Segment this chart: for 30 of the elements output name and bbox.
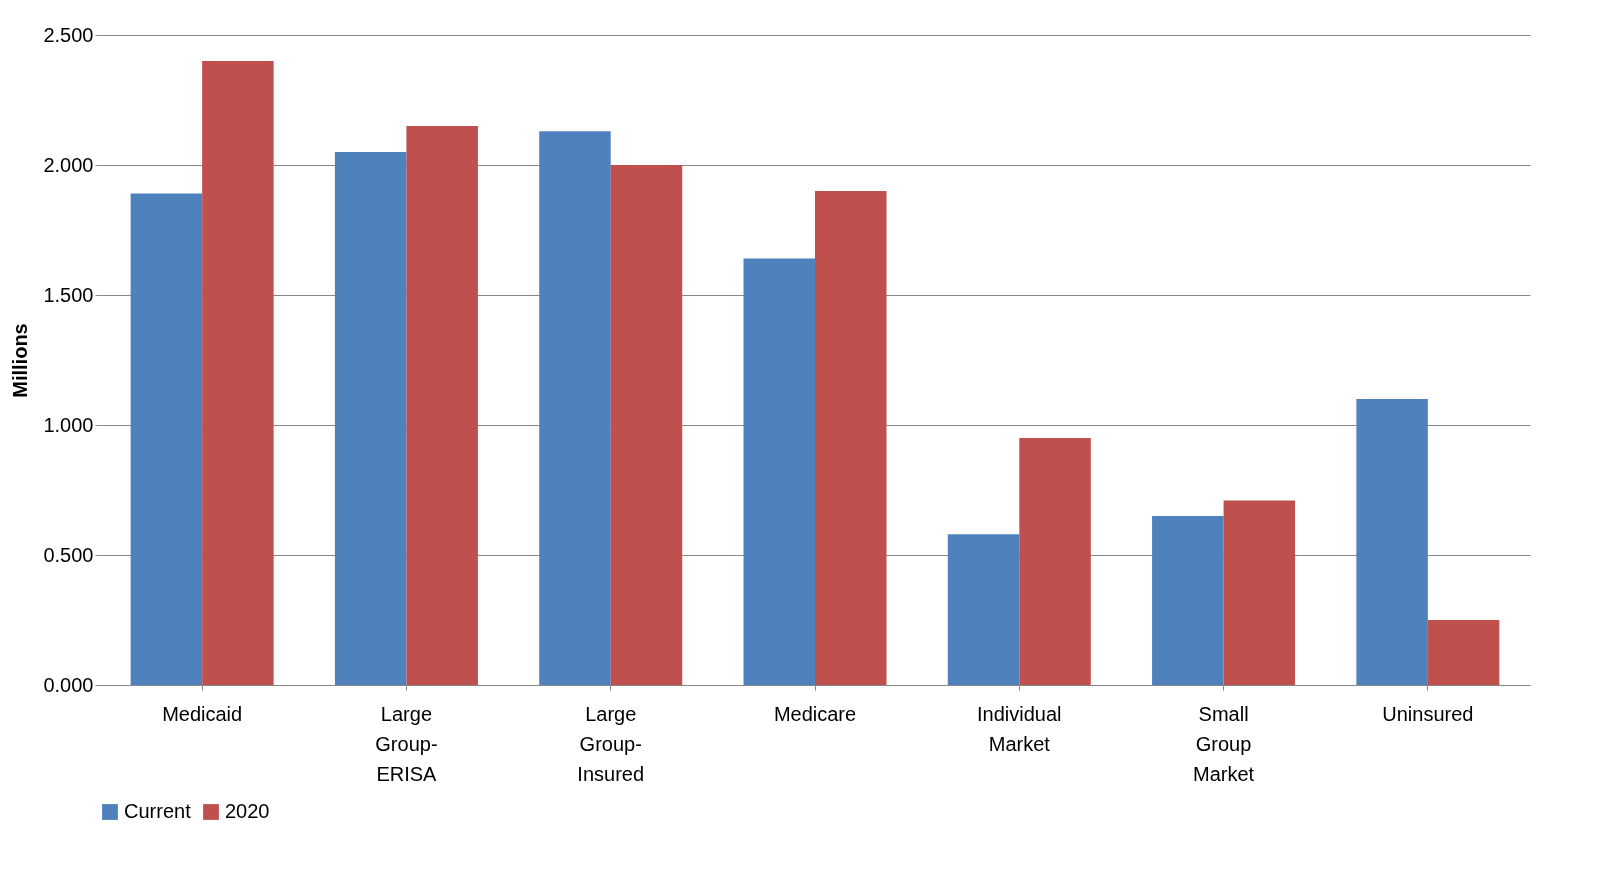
bar — [1152, 516, 1224, 685]
bar — [1019, 438, 1091, 685]
y-tick-label: 1.000 — [43, 413, 94, 436]
y-tick-label: 2.500 — [43, 23, 94, 46]
bar — [202, 61, 274, 685]
bar — [743, 258, 815, 685]
x-tick-label: Individual Market — [977, 702, 1062, 755]
bar — [539, 131, 611, 685]
x-tick-label: Medicare — [773, 702, 857, 725]
bar — [947, 534, 1020, 685]
legend-label: Current — [124, 800, 192, 822]
x-tick-label: Large Group-ERISA — [375, 702, 438, 785]
x-tick-label: Small Group Market — [1193, 702, 1255, 785]
bar — [1427, 620, 1500, 685]
bar — [1356, 399, 1428, 685]
bar — [406, 126, 478, 685]
x-tick-label: Medicaid — [162, 702, 243, 725]
bar — [130, 193, 203, 685]
x-tick-label: Uninsured — [1382, 702, 1474, 725]
y-tick-label: 1.500 — [43, 283, 94, 306]
x-tick-label: Large Group-Insured — [577, 702, 645, 785]
y-tick-label: 2.000 — [43, 153, 94, 176]
bar — [334, 152, 407, 685]
legend-label: 2020 — [225, 800, 270, 822]
bar — [815, 191, 887, 685]
bar — [610, 165, 683, 685]
y-tick-label: 0.500 — [43, 543, 94, 566]
y-axis-title: Millions — [9, 323, 32, 398]
bar — [1223, 500, 1296, 685]
y-tick-label: 0.000 — [43, 673, 94, 696]
